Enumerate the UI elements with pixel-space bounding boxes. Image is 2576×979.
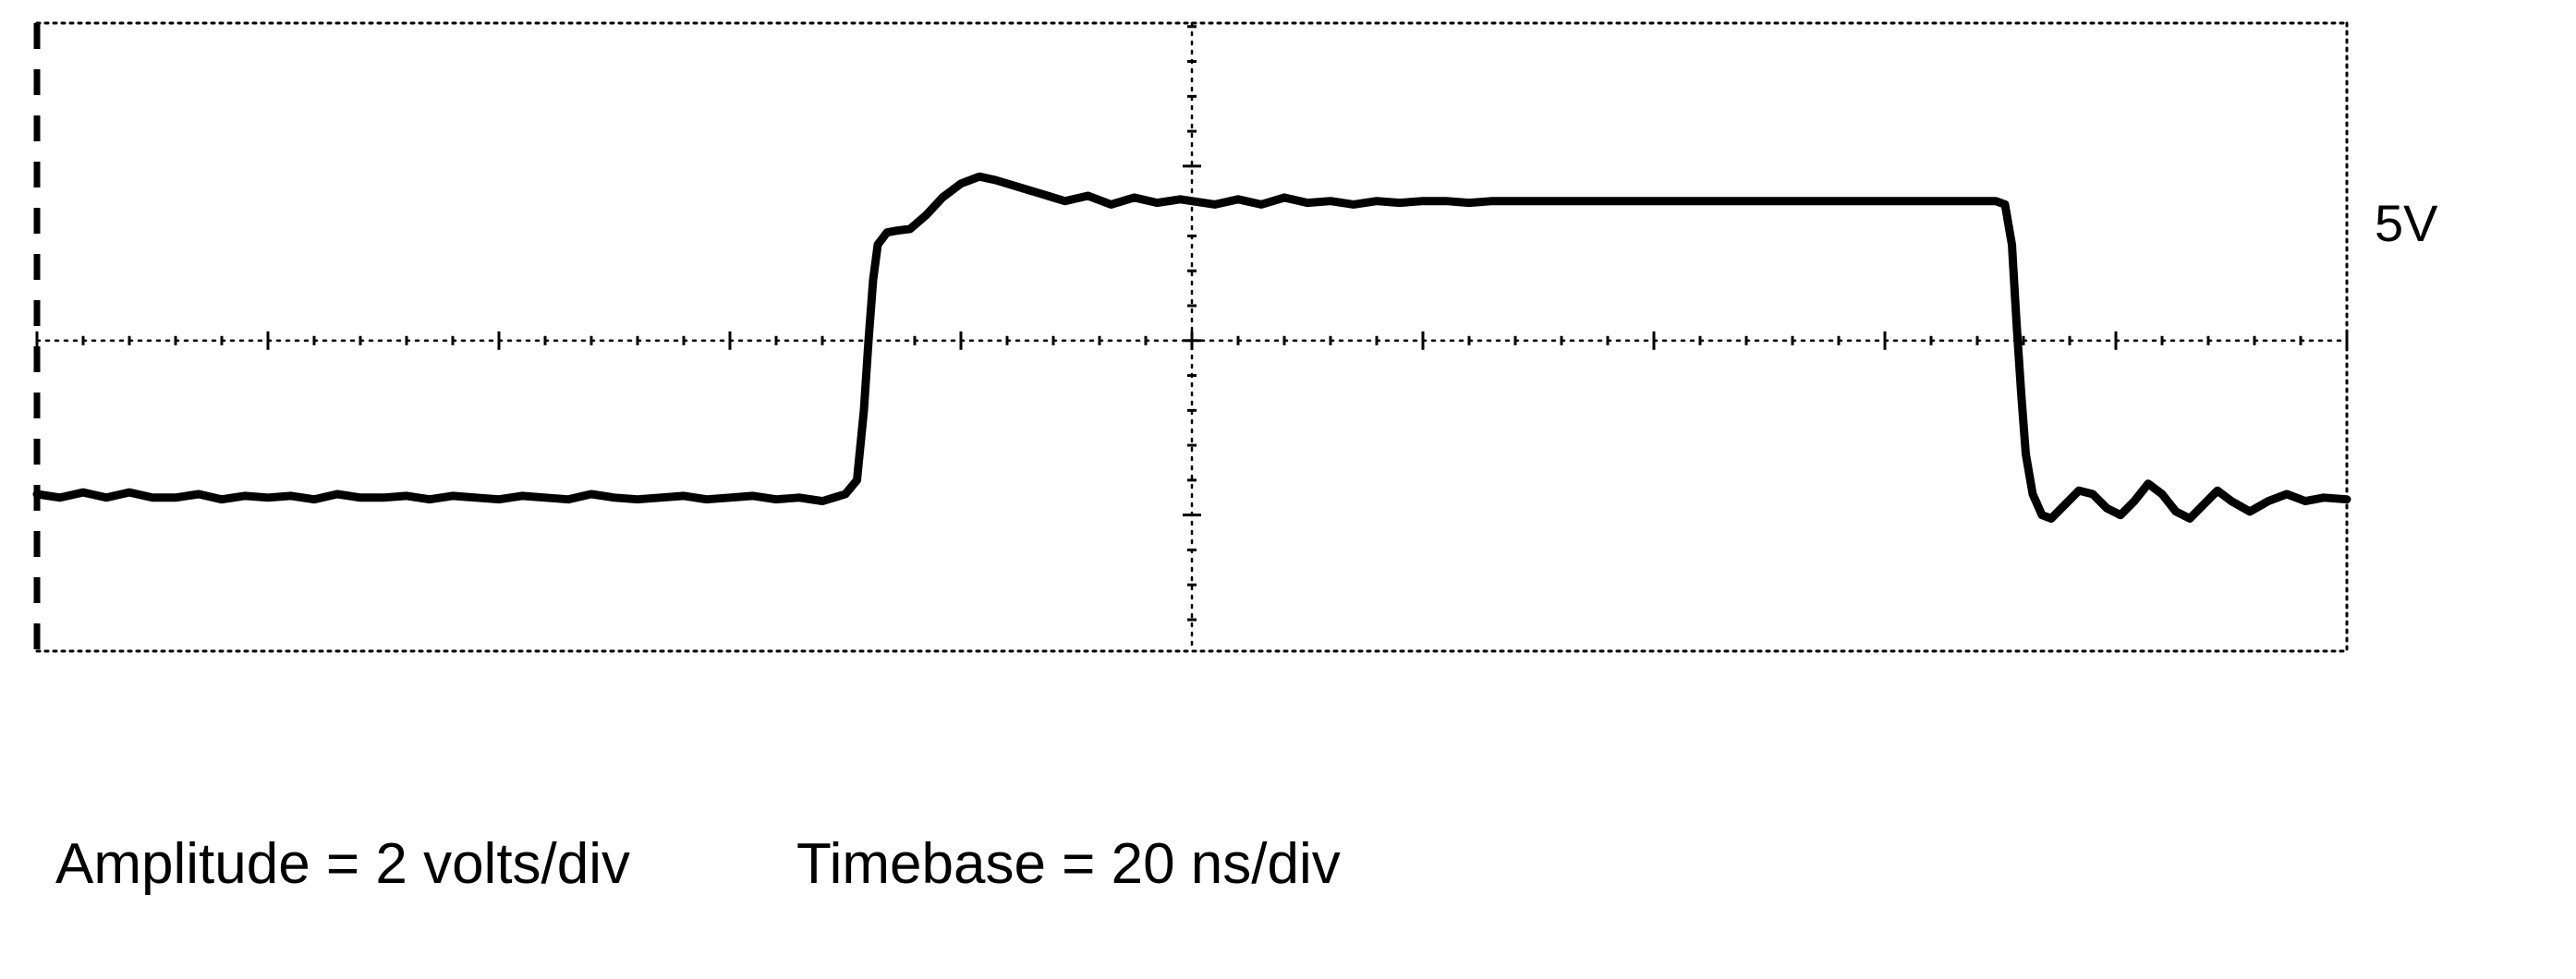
marker-5v-label: 5V [2375,193,2438,253]
oscilloscope-figure: 5V Amplitude = 2 volts/div Timebase = 20… [18,18,2550,961]
caption-row: Amplitude = 2 volts/div Timebase = 20 ns… [55,831,2550,897]
scope-svg [18,18,2365,660]
timebase-caption: Timebase = 20 ns/div [796,831,1341,897]
amplitude-caption: Amplitude = 2 volts/div [55,831,630,897]
scope-plot-area: 5V [18,18,2365,656]
